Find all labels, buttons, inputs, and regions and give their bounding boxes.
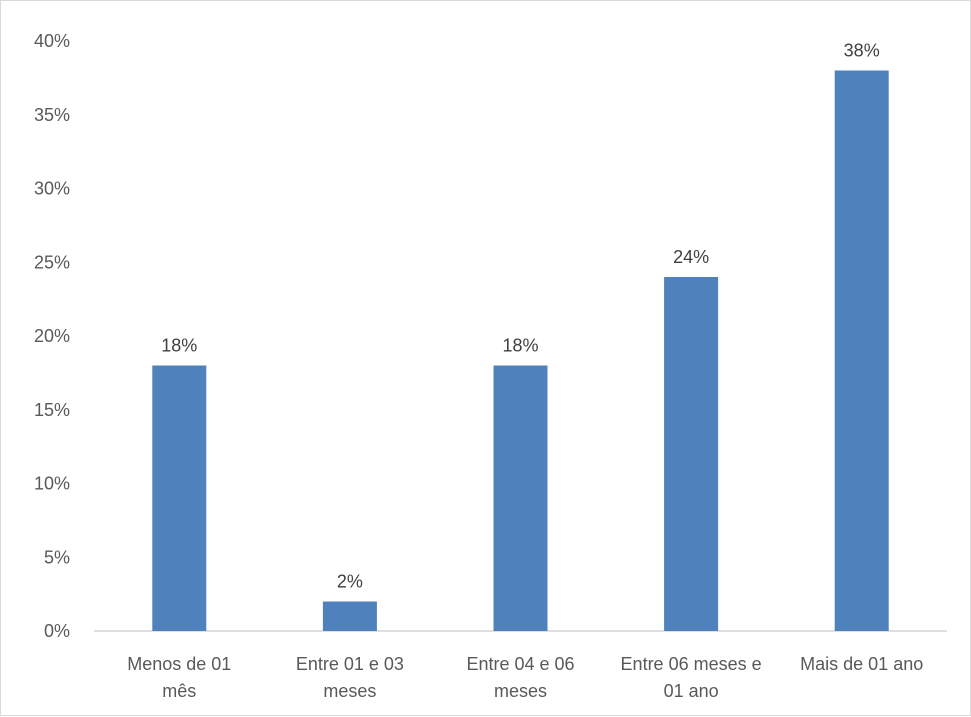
- category-label: mês: [162, 681, 196, 701]
- bar: [493, 365, 548, 631]
- data-label: 38%: [844, 41, 880, 61]
- bar: [152, 365, 207, 631]
- y-tick-label: 10%: [34, 474, 70, 494]
- data-label: 18%: [502, 336, 538, 356]
- y-tick-label: 5%: [44, 547, 70, 567]
- data-label: 2%: [337, 572, 363, 592]
- y-tick-label: 35%: [34, 105, 70, 125]
- category-label: Entre 04 e 06: [466, 654, 574, 674]
- category-label: Entre 01 e 03: [296, 654, 404, 674]
- bar: [322, 601, 377, 631]
- category-label: Entre 06 meses e: [621, 654, 762, 674]
- y-tick-label: 0%: [44, 621, 70, 641]
- category-label: 01 ano: [664, 681, 719, 701]
- y-tick-label: 25%: [34, 252, 70, 272]
- category-label: meses: [494, 681, 547, 701]
- y-tick-label: 15%: [34, 400, 70, 420]
- bar: [834, 70, 889, 631]
- category-label: Menos de 01: [127, 654, 231, 674]
- y-tick-label: 20%: [34, 326, 70, 346]
- y-tick-label: 30%: [34, 179, 70, 199]
- category-label: meses: [323, 681, 376, 701]
- y-tick-label: 40%: [34, 31, 70, 51]
- data-label: 24%: [673, 247, 709, 267]
- bar: [664, 277, 719, 631]
- data-label: 18%: [161, 336, 197, 356]
- category-label: Mais de 01 ano: [800, 654, 923, 674]
